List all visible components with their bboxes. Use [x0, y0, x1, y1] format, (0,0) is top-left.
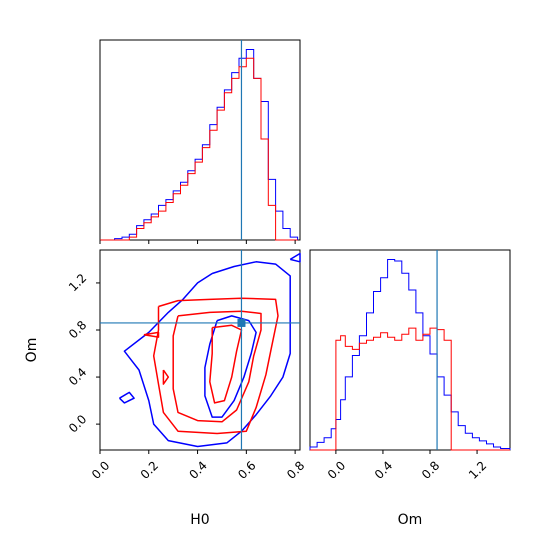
contour-x-axis-label: H0 [190, 512, 209, 528]
contour-series-1-level-1 [123, 261, 291, 448]
contour-y-tick-label-1: 0.4 [66, 365, 89, 388]
h0-histogram-series [100, 49, 299, 241]
contour-series-2-level-3 [209, 324, 243, 404]
contour-series-2-level-1 [152, 297, 279, 435]
h0-hist-series-2 [100, 57, 298, 241]
contour-y-tick-label-3: 1.2 [66, 271, 89, 294]
contour-y-tick-label-0: 0.0 [66, 412, 89, 435]
om-histogram-x-ticks: 0.0 0.4 0.8 1.2 [325, 450, 489, 482]
contour-x-tick-label-4: 0.8 [284, 458, 307, 481]
om-hist-series-2 [310, 327, 510, 451]
contour-x-tick-label-1: 0.2 [138, 458, 161, 481]
om-hist-x-tick-label-3: 1.2 [466, 458, 489, 481]
contour-panel: 0.0 0.2 0.4 0.6 0.8 0.0 0.4 0.8 1.2 H0 Om [24, 249, 307, 528]
contour-series-1-level-3 [118, 391, 135, 404]
om-histogram-panel: 0.0 0.4 0.8 1.2 Om [309, 249, 511, 528]
contour-series-2-level-5 [162, 369, 170, 385]
om-hist-x-tick-label-1: 0.4 [372, 458, 395, 481]
contour-series-2-level-4 [143, 331, 160, 338]
om-histogram-x-axis-label: Om [398, 512, 423, 528]
contour-y-ticks: 0.0 0.4 0.8 1.2 [66, 271, 100, 435]
om-histogram-frame [309, 249, 511, 451]
om-hist-x-tick-label-0: 0.0 [325, 458, 348, 481]
contour-frame [99, 249, 301, 451]
h0-histogram-frame [99, 39, 301, 241]
h0-histogram-panel [99, 39, 301, 244]
contour-truth-marker [237, 318, 246, 327]
contour-x-tick-label-2: 0.4 [187, 458, 210, 481]
contour-series [118, 252, 301, 448]
contour-series-1-level-4 [289, 252, 301, 263]
om-hist-series-1 [309, 259, 511, 450]
contour-x-tick-label-3: 0.6 [235, 458, 258, 481]
contour-series-1-level-2 [204, 315, 257, 418]
contour-x-tick-label-0: 0.0 [89, 458, 112, 481]
contour-series-2-level-2 [172, 310, 262, 423]
h0-histogram-x-ticks [99, 240, 296, 244]
contour-y-axis-label: Om [24, 338, 40, 363]
contour-x-ticks: 0.0 0.2 0.4 0.6 0.8 [89, 450, 307, 482]
om-histogram-series [309, 259, 511, 451]
om-hist-x-tick-label-2: 0.8 [419, 458, 442, 481]
contour-y-tick-label-2: 0.8 [66, 318, 89, 341]
